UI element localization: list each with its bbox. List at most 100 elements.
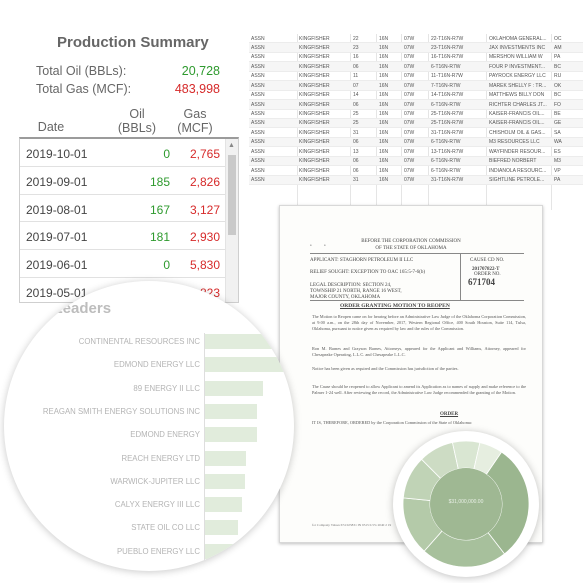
scrollbar-thumb[interactable]: [228, 155, 236, 235]
grid-row[interactable]: ASSN KINGFISHER 06 16N 07W 6-T16N-R7W INDIANOL…: [249, 166, 583, 176]
grid-row[interactable]: ASSN KINGFISHER 31 16N 07W 31-T16N-R7W SIGHTLI…: [249, 175, 583, 185]
paragraph-appearances: Ron M. Barnes and Grayson Barnes, Attorn…: [312, 346, 526, 358]
grid-cell: 16-T16N-R7W: [431, 54, 464, 61]
lease-records-grid: ASSN KINGFISHER 22 16N 07W 22-T16N-R7W OKLAHOM…: [249, 34, 583, 210]
grid-cell: 16N: [379, 63, 389, 70]
grid-cell: RU: [554, 73, 562, 80]
grid-cell: MAREK SHELLY F : TR...: [489, 82, 547, 89]
grid-cell: FO: [554, 101, 561, 108]
document-column-rule: [460, 254, 461, 300]
grid-cell: 16N: [379, 158, 389, 165]
leader-name: STATE OIL CO LLC: [131, 523, 200, 533]
grid-cell: MERSHON WILLIAM W: [489, 54, 543, 61]
grid-cell: 25: [353, 111, 359, 117]
grid-cell: ASSN: [251, 92, 265, 99]
grid-row[interactable]: ASSN KINGFISHER 25 16N 07W 25-T16N-R7W KAISER-…: [249, 110, 583, 119]
table-row: 2019-07-01 181 2,930: [20, 222, 238, 251]
grid-cell: 16N: [379, 148, 389, 155]
leader-name: EDMOND ENERGY LLC: [113, 360, 200, 370]
leader-bar: [205, 520, 239, 536]
grid-cell: ASSN: [251, 158, 265, 165]
grid-row[interactable]: ASSN KINGFISHER 11 16N 07W 11-T16N-R7W PAYROCK…: [249, 72, 583, 82]
grid-cell: 07W: [404, 35, 415, 42]
table-row: 2019-08-01 167 3,127: [20, 195, 238, 223]
grid-row[interactable]: ASSN KINGFISHER 22 16N 07W 22-T16N-R7W OKLAHOM…: [249, 34, 583, 44]
grid-cell: KINGFISHER: [299, 44, 330, 51]
table-row: 2019-10-01 0 2,765: [20, 139, 238, 167]
grid-row[interactable]: ASSN KINGFISHER 07 16N 07W 7-T16N-R7W MAREK SH…: [249, 81, 583, 91]
leader-name: CONTINENTAL RESOURCES INC: [78, 337, 200, 346]
grid-cell: 22-T16N-R7W: [431, 35, 464, 42]
grid-cell: ASSN: [251, 167, 265, 174]
grid-cell: OC: [554, 35, 562, 42]
grid-cell: 07W: [404, 73, 415, 80]
paragraph-reopen: The Cause should be reopened to allow Ap…: [312, 384, 526, 396]
grid-row[interactable]: ASSN KINGFISHER 16 16N 07W 16-T16N-R7W MERSHON…: [249, 53, 583, 63]
grid-cell: 07W: [404, 129, 415, 136]
grid-cell: BE: [554, 111, 561, 117]
row-gas: 3,127: [189, 202, 220, 217]
grid-row[interactable]: ASSN KINGFISHER 14 16N 07W 14-T16N-R7W MATTHEW…: [249, 91, 583, 101]
leaders-chart-axis: [204, 333, 205, 565]
leader-bar: [205, 497, 242, 513]
column-header-gas: Gas (MCF): [170, 107, 220, 135]
total-oil-row: Total Oil (BBLs): 20,728: [36, 64, 220, 80]
grid-cell: KINGFISHER: [299, 120, 330, 127]
grid-cell: ASSN: [251, 54, 265, 61]
row-date: 2019-10-01: [26, 147, 88, 161]
grid-cell: 31: [353, 177, 359, 184]
row-date: 2019-07-01: [26, 230, 88, 245]
grid-cell: 31-T16N-R7W: [431, 177, 464, 184]
grid-cell: 31: [353, 129, 359, 136]
leader-row: EDMOND ENERGY LLC: [4, 356, 294, 373]
grid-cell: ASSN: [251, 44, 265, 51]
grid-row[interactable]: ASSN KINGFISHER 06 16N 07W 6-T16N-R7W RICHTER …: [249, 100, 583, 110]
grid-cell: WA: [554, 139, 562, 146]
cause-number: 201707822-T: [472, 267, 500, 272]
total-oil-value: 20,728: [181, 64, 220, 78]
grid-cell: 16N: [379, 44, 389, 51]
grid-cell: 07W: [404, 63, 415, 70]
grid-cell: 25-T16N-R7W: [431, 120, 464, 127]
leader-bar: [205, 334, 294, 349]
grid-cell: MATTHEWS BILLY DON: [489, 92, 545, 99]
grid-cell: ASSN: [251, 177, 265, 184]
grid-row[interactable]: ASSN KINGFISHER 06 16N 07W 6-T16N-R7W BIEFRED …: [249, 156, 583, 167]
leader-name: EDMOND ENERGY: [130, 430, 200, 440]
row-date: 2019-08-01: [26, 202, 88, 217]
grid-cell: 22: [353, 35, 359, 42]
scroll-up-arrow-icon[interactable]: ▲: [228, 142, 235, 149]
grid-cell: 07W: [404, 139, 415, 146]
grid-cell: ASSN: [251, 120, 265, 127]
grid-row[interactable]: ASSN KINGFISHER 23 16N 07W 23-T16N-R7W JAX INV…: [249, 43, 583, 53]
grid-row[interactable]: ASSN KINGFISHER 31 16N 07W 31-T16N-R7W CHISHOL…: [249, 128, 583, 138]
grid-cell: KINGFISHER: [299, 158, 330, 165]
grid-row[interactable]: ASSN KINGFISHER 06 16N 07W 6-T16N-R7W M3 RESOU…: [249, 137, 583, 148]
leader-row: EDMOND ENERGY: [4, 426, 294, 443]
relief-line: RELIEF SOUGHT: EXCEPTION TO OAC 165:5-7-…: [310, 270, 425, 275]
leader-name: WARWICK-JUPITER LLC: [110, 476, 200, 486]
row-oil: 0: [163, 258, 170, 273]
grid-cell: 6-T16N-R7W: [431, 167, 461, 174]
grid-cell: PA: [554, 54, 561, 61]
applicant-line: APPLICANT: STAGHORN PETROLEUM II LLC: [310, 258, 414, 263]
leader-row: 89 ENERGY II LLC: [4, 380, 294, 397]
total-gas-row: Total Gas (MCF): 483,998: [36, 82, 220, 98]
grid-cell: KINGFISHER: [299, 92, 330, 99]
grid-cell: 13: [353, 148, 359, 155]
document-heading-line-1: BEFORE THE CORPORATION COMMISSION: [361, 239, 461, 244]
grid-cell: BC: [554, 92, 561, 99]
grid-row[interactable]: ASSN KINGFISHER 13 16N 07W 13-T16N-R7W WAYFIND…: [249, 147, 583, 157]
row-oil: 167: [149, 202, 170, 217]
leader-bar: [205, 450, 247, 466]
grid-row[interactable]: ASSN KINGFISHER 25 16N 07W 25-T16N-R7W KAISER-…: [249, 118, 583, 129]
grid-cell: 16N: [379, 139, 389, 146]
grid-cell: KAISER-FRANCIS OIL...: [489, 120, 545, 127]
table-scrollbar[interactable]: ▲: [225, 139, 238, 302]
grid-cell: 16N: [379, 129, 389, 136]
row-date: 2019-05-01: [26, 285, 88, 300]
grid-row[interactable]: ASSN KINGFISHER 06 16N 07W 6-T16N-R7W FOUR P I…: [249, 62, 583, 72]
grid-cell: ASSN: [251, 63, 265, 70]
grid-cell: KAISER-FRANCIS OIL...: [489, 111, 545, 117]
production-table[interactable]: 2019-10-01 0 2,765 2019-09-01 185 2,826 …: [19, 137, 239, 303]
